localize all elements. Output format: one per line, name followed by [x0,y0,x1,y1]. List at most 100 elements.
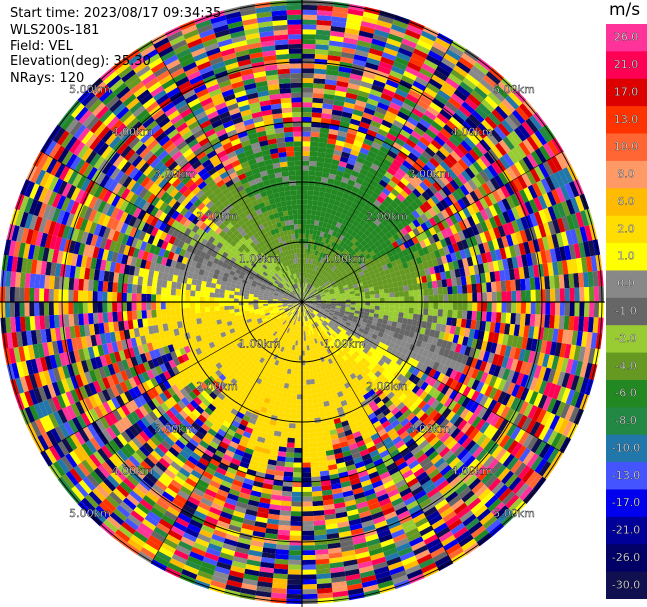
velocity-bin [328,251,334,258]
velocity-bin [327,178,335,185]
velocity-bin [363,243,371,250]
velocity-bin [302,516,314,522]
velocity-bin [302,535,315,541]
velocity-bin [418,289,424,296]
velocity-bin [302,379,307,385]
velocity-bin [396,193,406,203]
velocity-bin [418,95,432,106]
velocity-bin [383,47,399,57]
velocity-bin [397,111,410,121]
velocity-bin [319,216,325,223]
velocity-bin [378,310,385,315]
velocity-bin [408,57,424,68]
velocity-bin [306,258,309,264]
velocity-bin [407,313,414,320]
velocity-bin [311,393,318,399]
velocity-bin [302,243,306,249]
velocity-bin [333,149,343,157]
velocity-bin [339,246,345,253]
velocity-bin [347,82,360,91]
velocity-bin [324,212,331,219]
velocity-bin [404,29,421,40]
velocity-bin [494,105,509,120]
velocity-bin [302,413,309,419]
velocity-bin [418,118,431,129]
velocity-bin [317,225,323,232]
velocity-bin [360,240,368,247]
velocity-bin [441,279,448,288]
velocity-bin [302,506,313,512]
velocity-bin [378,203,387,212]
velocity-bin [335,140,345,147]
velocity-bin [530,289,536,302]
velocity-bin [302,248,305,254]
velocity-bin [401,75,415,85]
velocity-bin [384,292,390,298]
velocity-bin [345,163,355,171]
velocity-bin [302,559,316,566]
velocity-bin [290,525,302,531]
velocity-bin [319,132,329,139]
velocity-bin [345,259,352,266]
velocity-bin [328,229,334,236]
velocity-bin [353,139,364,148]
velocity-bin [482,74,498,89]
velocity-bin [317,0,334,7]
velocity-bin [381,119,393,129]
velocity-bin [311,107,323,114]
velocity-bin [286,584,302,590]
velocity-bin [361,16,378,25]
velocity-bin [286,447,295,453]
velocity-bin [390,24,407,34]
velocity-bin [496,291,502,302]
velocity-bin [401,124,414,135]
velocity-bin [569,287,575,302]
velocity-bin [293,452,302,458]
velocity-bin [302,472,312,478]
velocity-bin [433,294,439,302]
velocity-bin [342,192,350,200]
velocity-bin [326,274,331,280]
velocity-bin [437,89,451,102]
velocity-bin [413,302,419,309]
velocity-bin [495,281,502,292]
velocity-bin [388,212,397,221]
velocity-bin [286,442,295,448]
velocity-bin [420,30,437,42]
velocity-bin [281,490,293,497]
velocity-bin [305,295,310,299]
velocity-bin [453,89,468,102]
velocity-bin [341,262,348,269]
velocity-bin [329,193,337,201]
velocity-bin [353,227,361,234]
velocity-bin [385,110,398,120]
velocity-bin [401,198,411,208]
velocity-bin [302,511,314,517]
velocity-bin [378,10,396,20]
velocity-bin [355,295,361,300]
velocity-bin [393,184,404,194]
velocity-bin [310,244,315,250]
velocity-bin [452,302,458,311]
velocity-bin [399,106,412,117]
velocity-bin [385,223,393,232]
velocity-bin [291,491,302,497]
velocity-bin [302,486,312,492]
velocity-bin [390,188,400,198]
velocity-bin [344,27,360,36]
velocity-bin [359,184,368,193]
velocity-bin [584,286,590,302]
velocity-bin [363,159,373,168]
velocity-bin [311,234,317,241]
velocity-bin [279,510,292,517]
velocity-bin [413,307,419,315]
velocity-bin [544,276,551,290]
velocity-bin [421,91,435,102]
velocity-bin [408,307,414,314]
velocity-bin [363,176,373,184]
velocity-bin [403,173,413,183]
velocity-bin [317,10,333,17]
velocity-bin [350,170,360,178]
velocity-bin [486,282,492,293]
velocity-bin [328,269,333,275]
